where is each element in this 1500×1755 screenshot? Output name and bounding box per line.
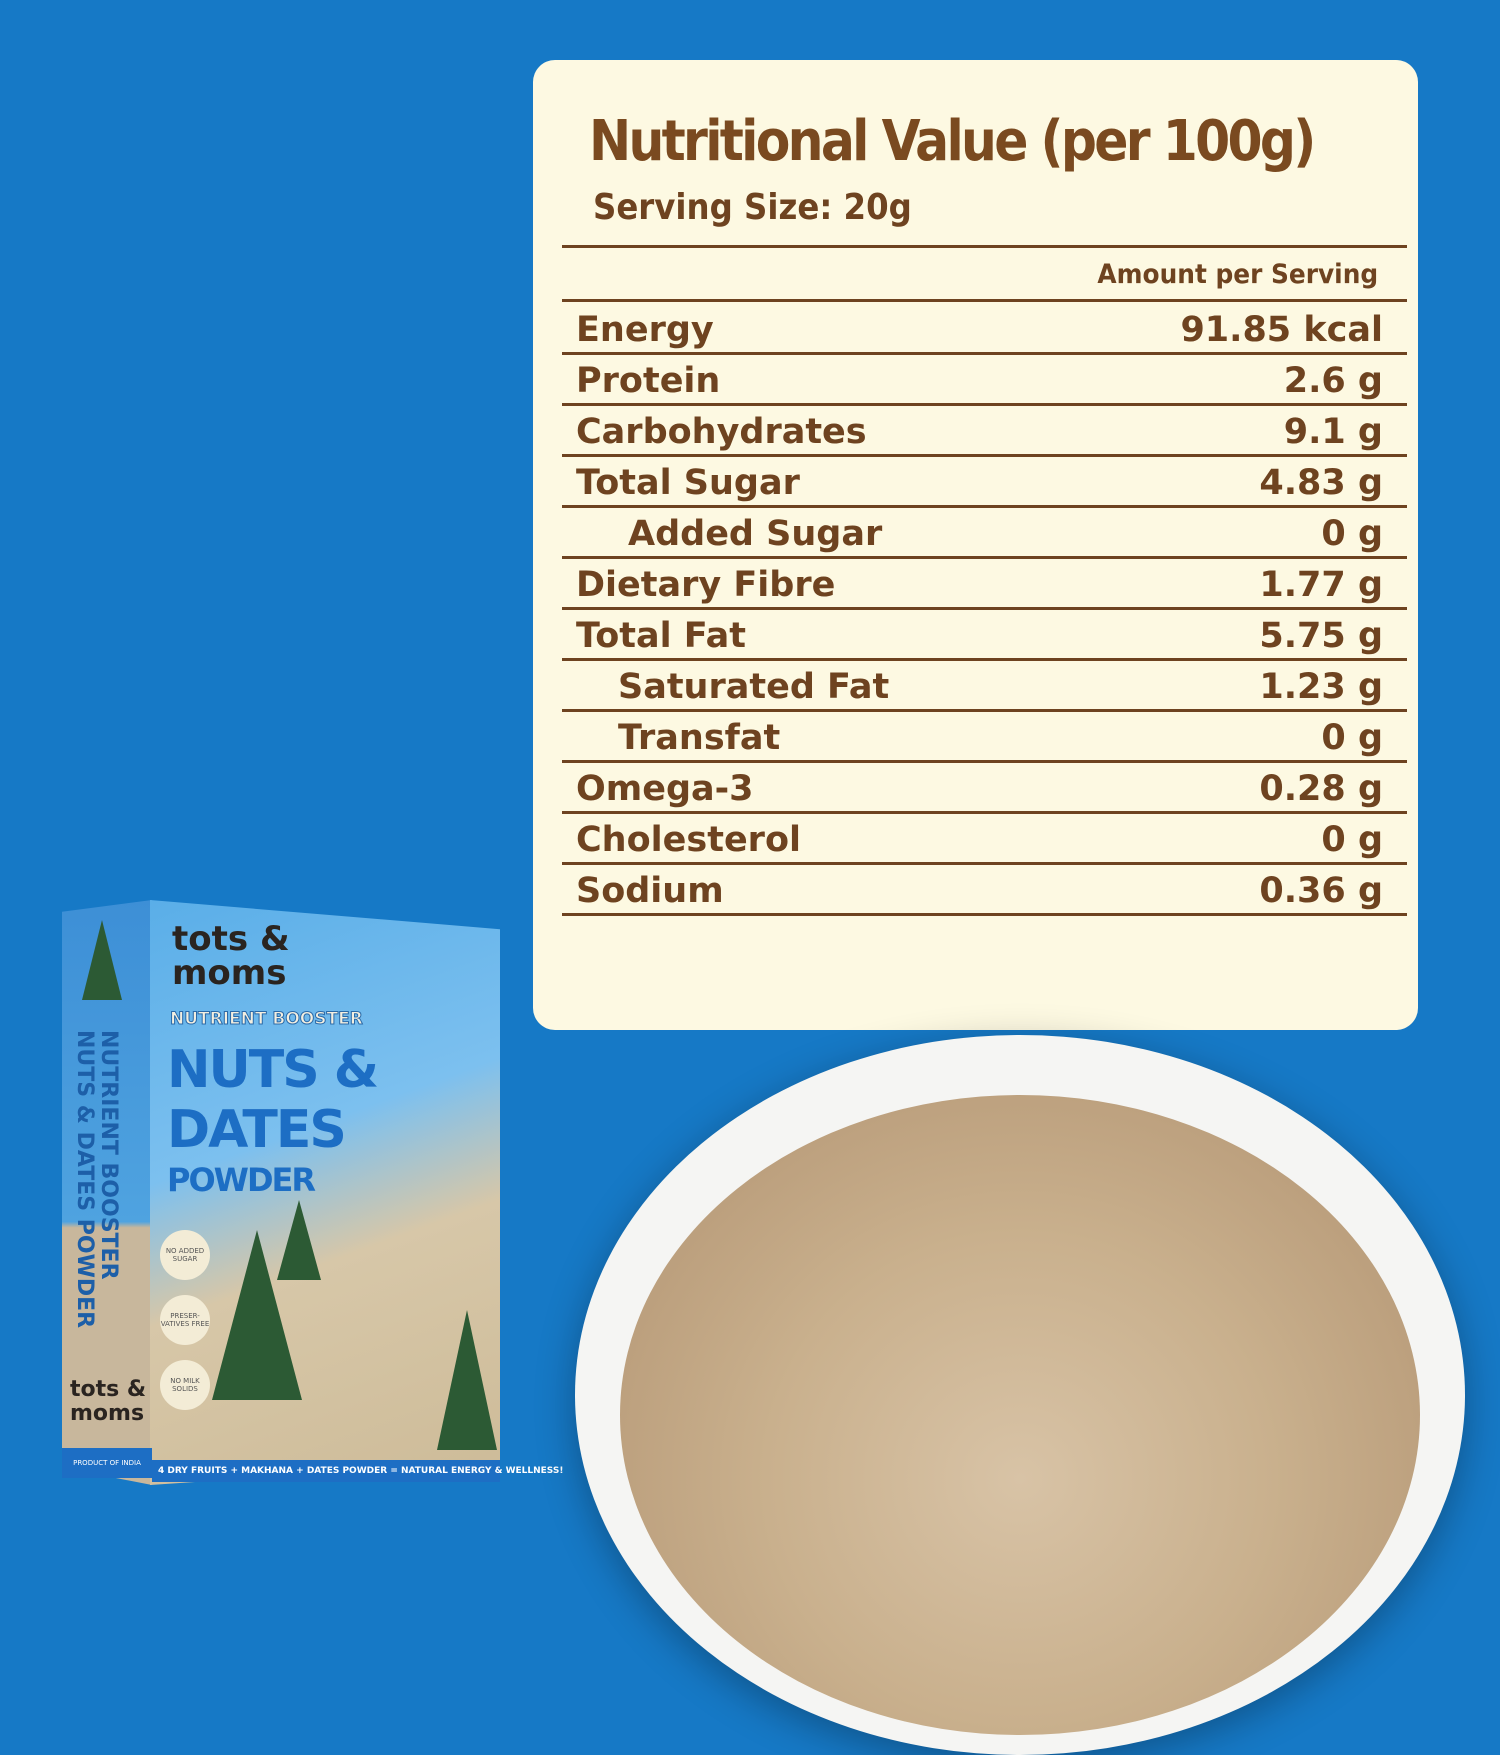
nutrient-name: Energy <box>576 310 714 350</box>
bottom-strip: 4 DRY FRUITS + MAKHANA + DATES POWDER = … <box>152 1460 563 1482</box>
divider <box>562 299 1407 302</box>
powder-image <box>620 1095 1420 1735</box>
nutrient-name: Sodium <box>576 871 724 911</box>
name-line: NUTS & <box>167 1040 379 1100</box>
nutrient-value: 0.28 g <box>1259 769 1383 809</box>
nutrient-value: 5.75 g <box>1259 616 1383 656</box>
badge: PRESER-VATIVES FREE <box>160 1295 210 1345</box>
table-row: Protein 2.6 g <box>562 355 1407 406</box>
nutrient-value: 0 g <box>1321 514 1383 554</box>
table-row: Total Sugar 4.83 g <box>562 457 1407 508</box>
divider <box>562 245 1407 248</box>
tree-icon <box>277 1200 321 1280</box>
nutrient-name: Protein <box>576 361 721 401</box>
table-row: Cholesterol 0 g <box>562 814 1407 865</box>
table-row: Carbohydrates 9.1 g <box>562 406 1407 457</box>
side-strip: PRODUCT OF INDIA <box>62 1448 152 1478</box>
serving-size: Serving Size: 20g <box>593 187 912 228</box>
name-line: DATES <box>167 1100 347 1160</box>
nutrient-value: 0 g <box>1321 820 1383 860</box>
table-row: Transfat 0 g <box>562 712 1407 763</box>
nutrient-name: Carbohydrates <box>576 412 867 452</box>
nutrient-value: 2.6 g <box>1283 361 1383 401</box>
table-row: Total Fat 5.75 g <box>562 610 1407 661</box>
tree-icon <box>82 920 122 1000</box>
name-line: POWDER <box>167 1161 316 1199</box>
nutrient-name: Total Fat <box>576 616 747 656</box>
brand-logo: tots & moms <box>172 919 290 993</box>
nutrient-value: 91.85 kcal <box>1180 310 1383 350</box>
table-row: Dietary Fibre 1.77 g <box>562 559 1407 610</box>
box-product-name: NUTS & DATES POWDER <box>167 1040 379 1200</box>
nutrient-name: Dietary Fibre <box>576 565 836 605</box>
table-row: Saturated Fat 1.23 g <box>562 661 1407 712</box>
table-row: Added Sugar 0 g <box>562 508 1407 559</box>
nutrient-name: Cholesterol <box>576 820 801 860</box>
product-box-image: tots & moms tots & moms NUTRIENT BOOSTER… <box>62 900 563 1485</box>
column-header: Amount per Serving <box>1097 259 1378 290</box>
side-product-name: NUTRIENT BOOSTER NUTS & DATES POWDER <box>72 1030 121 1329</box>
nutrition-panel: Nutritional Value (per 100g) Serving Siz… <box>533 60 1418 1030</box>
tree-icon <box>437 1310 497 1450</box>
box-subtitle: NUTRIENT BOOSTER <box>170 1009 364 1030</box>
nutrition-table: Energy 91.85 kcal Protein 2.6 g Carbohydrate… <box>562 304 1407 916</box>
nutrient-value: 0 g <box>1321 718 1383 758</box>
nutrient-name: Omega-3 <box>576 769 754 809</box>
table-row: Sodium 0.36 g <box>562 865 1407 916</box>
side-brand-logo: tots & moms <box>70 1377 147 1426</box>
table-row: Energy 91.85 kcal <box>562 304 1407 355</box>
panel-title: Nutritional Value (per 100g) <box>589 109 1316 174</box>
badge: NO ADDED SUGAR <box>160 1230 210 1280</box>
nutrient-name: Added Sugar <box>628 514 883 554</box>
nutrient-value: 0.36 g <box>1259 871 1383 911</box>
nutrient-value: 4.83 g <box>1259 463 1383 503</box>
nutrient-value: 1.23 g <box>1259 667 1383 707</box>
table-row: Omega-3 0.28 g <box>562 763 1407 814</box>
nutrient-value: 1.77 g <box>1259 565 1383 605</box>
nutrient-name: Total Sugar <box>576 463 800 503</box>
badge: NO MILK SOLIDS <box>160 1360 210 1410</box>
nutrient-name: Saturated Fat <box>618 667 890 707</box>
nutrient-name: Transfat <box>618 718 781 758</box>
nutrient-value: 9.1 g <box>1283 412 1383 452</box>
